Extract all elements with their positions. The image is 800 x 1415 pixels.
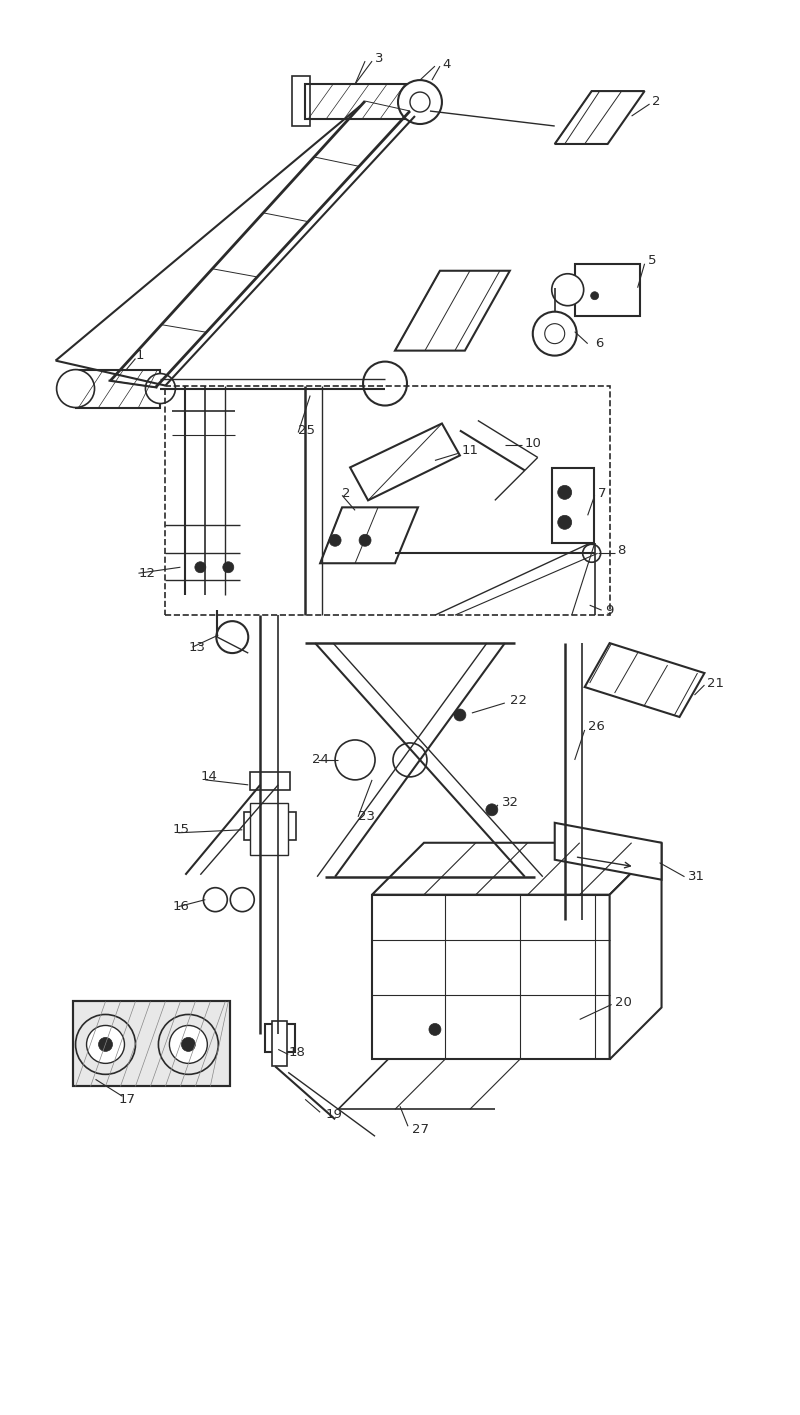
Circle shape	[486, 804, 498, 816]
Bar	[73, 1002, 230, 1087]
Text: 24: 24	[312, 753, 329, 767]
Text: 16: 16	[172, 900, 190, 913]
Text: 21: 21	[707, 676, 725, 689]
Bar	[372, 894, 610, 1060]
Circle shape	[558, 485, 572, 499]
Bar	[305, 83, 410, 119]
Circle shape	[158, 1015, 218, 1074]
Text: 26: 26	[588, 720, 605, 733]
Bar	[272, 1022, 287, 1067]
Polygon shape	[610, 843, 662, 1060]
Bar	[244, 812, 296, 839]
Circle shape	[454, 709, 466, 722]
Polygon shape	[585, 642, 705, 717]
Text: 9: 9	[605, 604, 613, 617]
Circle shape	[182, 1037, 195, 1051]
Circle shape	[590, 291, 598, 300]
Text: 3: 3	[375, 51, 383, 65]
Circle shape	[393, 743, 427, 777]
Circle shape	[216, 621, 248, 654]
Text: 10: 10	[525, 437, 542, 450]
Circle shape	[57, 369, 94, 408]
Circle shape	[146, 374, 175, 403]
Text: 18: 18	[288, 1046, 305, 1058]
Text: 23: 23	[358, 811, 375, 824]
Circle shape	[335, 740, 375, 780]
Circle shape	[533, 311, 577, 355]
Bar	[266, 1024, 295, 1053]
Bar	[552, 468, 594, 543]
Circle shape	[410, 92, 430, 112]
Text: 8: 8	[618, 543, 626, 556]
Bar	[292, 76, 310, 126]
Bar	[574, 263, 639, 316]
Bar	[75, 369, 161, 408]
Text: 4: 4	[442, 58, 450, 71]
Circle shape	[230, 887, 254, 911]
Bar	[166, 385, 610, 616]
Circle shape	[552, 273, 584, 306]
Text: 27: 27	[412, 1122, 429, 1136]
Text: 20: 20	[614, 996, 631, 1009]
Circle shape	[170, 1026, 207, 1064]
Text: 17: 17	[118, 1092, 135, 1105]
Bar	[250, 773, 290, 790]
Circle shape	[363, 362, 407, 406]
Text: 22: 22	[510, 693, 527, 706]
Circle shape	[429, 1023, 441, 1036]
Circle shape	[359, 535, 371, 546]
Circle shape	[545, 324, 565, 344]
Polygon shape	[350, 423, 460, 501]
Polygon shape	[554, 822, 662, 880]
Text: 12: 12	[138, 567, 155, 580]
Text: 2: 2	[651, 95, 660, 108]
Bar	[250, 802, 288, 855]
Text: 13: 13	[188, 641, 206, 654]
Text: 25: 25	[298, 424, 315, 437]
Polygon shape	[372, 843, 662, 894]
Circle shape	[329, 535, 341, 546]
Text: 7: 7	[598, 487, 606, 499]
Text: 14: 14	[200, 770, 218, 784]
Circle shape	[75, 1015, 135, 1074]
Bar	[73, 1002, 230, 1087]
Circle shape	[398, 81, 442, 125]
Circle shape	[223, 562, 234, 573]
Circle shape	[86, 1026, 125, 1064]
Text: 31: 31	[687, 870, 705, 883]
Circle shape	[98, 1037, 113, 1051]
Polygon shape	[320, 508, 418, 563]
Text: 6: 6	[594, 337, 603, 350]
Text: 15: 15	[172, 824, 190, 836]
Text: 5: 5	[647, 255, 656, 267]
Text: 32: 32	[502, 797, 519, 809]
Circle shape	[582, 545, 601, 562]
Text: 1: 1	[135, 350, 144, 362]
Circle shape	[195, 562, 206, 573]
Text: 11: 11	[462, 444, 479, 457]
Circle shape	[203, 887, 227, 911]
Text: 19: 19	[325, 1108, 342, 1121]
Text: 2: 2	[342, 487, 350, 499]
Circle shape	[558, 515, 572, 529]
